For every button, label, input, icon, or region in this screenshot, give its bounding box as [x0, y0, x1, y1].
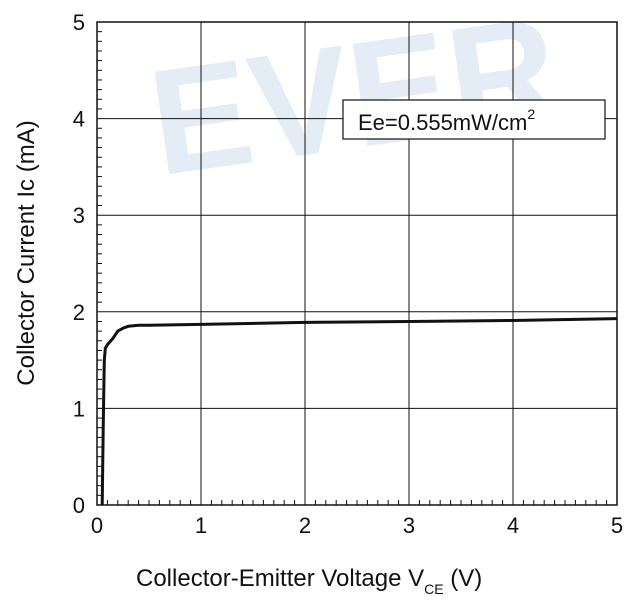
legend-superscript: 2	[527, 106, 535, 122]
legend-box: Ee=0.555mW/cm2	[342, 99, 606, 140]
y-tick-label: 0	[73, 493, 85, 518]
y-tick-label: 1	[73, 396, 85, 421]
x-axis-unit: (V)	[444, 565, 483, 592]
legend-label: Ee=0.555mW/cm2	[358, 106, 535, 135]
x-axis-title: Collector-Emitter Voltage VCE (V)	[136, 565, 482, 597]
x-tick-labels: 0 1 2 3 4 5	[91, 513, 623, 538]
x-axis-subscript: CE	[424, 581, 443, 597]
y-tick-label: 4	[73, 107, 85, 132]
x-tick-label: 4	[507, 513, 519, 538]
legend-frame	[342, 99, 606, 140]
x-tick-label: 2	[299, 513, 311, 538]
x-tick-label: 0	[91, 513, 103, 538]
minor-ticks	[97, 21, 618, 505]
y-tick-label: 5	[73, 10, 85, 35]
y-tick-labels: 0 1 2 3 4 5	[73, 10, 85, 518]
x-tick-label: 3	[403, 513, 415, 538]
x-tick-label: 5	[611, 513, 623, 538]
x-tick-label: 1	[195, 513, 207, 538]
y-tick-label: 2	[73, 300, 85, 325]
y-tick-label: 3	[73, 203, 85, 228]
series-line	[100, 317, 618, 506]
y-axis-title: Collector Current Ic (mA)	[13, 120, 40, 385]
